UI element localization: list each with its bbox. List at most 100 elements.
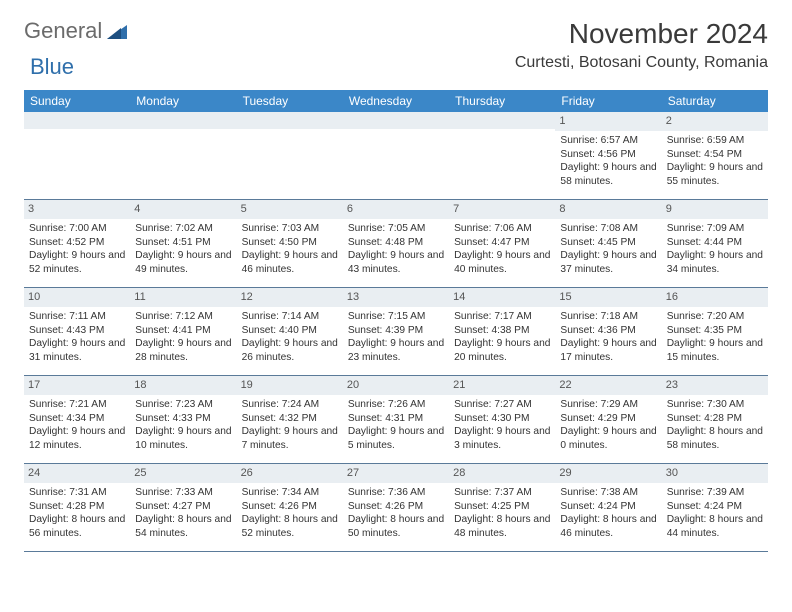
- sunrise-text: Sunrise: 7:24 AM: [242, 398, 338, 412]
- sunset-text: Sunset: 4:32 PM: [242, 412, 338, 426]
- day-cell: 19Sunrise: 7:24 AMSunset: 4:32 PMDayligh…: [237, 376, 343, 464]
- daylight-text: Daylight: 8 hours and 56 minutes.: [29, 513, 125, 541]
- daylight-text: Daylight: 9 hours and 58 minutes.: [560, 161, 656, 189]
- day-cell: 12Sunrise: 7:14 AMSunset: 4:40 PMDayligh…: [237, 288, 343, 376]
- day-number: 3: [24, 200, 130, 219]
- daylight-text: Daylight: 9 hours and 17 minutes.: [560, 337, 656, 365]
- sunset-text: Sunset: 4:33 PM: [135, 412, 231, 426]
- dow-tuesday: Tuesday: [237, 90, 343, 112]
- sunset-text: Sunset: 4:26 PM: [348, 500, 444, 514]
- day-cell: 22Sunrise: 7:29 AMSunset: 4:29 PMDayligh…: [555, 376, 661, 464]
- day-cell: 26Sunrise: 7:34 AMSunset: 4:26 PMDayligh…: [237, 464, 343, 552]
- sunset-text: Sunset: 4:52 PM: [29, 236, 125, 250]
- sunset-text: Sunset: 4:56 PM: [560, 148, 656, 162]
- day-number: 8: [555, 200, 661, 219]
- sunrise-text: Sunrise: 7:12 AM: [135, 310, 231, 324]
- day-cell: 15Sunrise: 7:18 AMSunset: 4:36 PMDayligh…: [555, 288, 661, 376]
- daylight-text: Daylight: 9 hours and 55 minutes.: [667, 161, 763, 189]
- day-number: [237, 112, 343, 129]
- sunrise-text: Sunrise: 7:38 AM: [560, 486, 656, 500]
- day-cell: 10Sunrise: 7:11 AMSunset: 4:43 PMDayligh…: [24, 288, 130, 376]
- day-number: 20: [343, 376, 449, 395]
- location-text: Curtesti, Botosani County, Romania: [515, 54, 768, 72]
- daylight-text: Daylight: 9 hours and 28 minutes.: [135, 337, 231, 365]
- day-number: 14: [449, 288, 555, 307]
- sunset-text: Sunset: 4:40 PM: [242, 324, 338, 338]
- dow-sunday: Sunday: [24, 90, 130, 112]
- sunrise-text: Sunrise: 7:02 AM: [135, 222, 231, 236]
- day-number: 30: [662, 464, 768, 483]
- day-cell: 20Sunrise: 7:26 AMSunset: 4:31 PMDayligh…: [343, 376, 449, 464]
- sunrise-text: Sunrise: 7:03 AM: [242, 222, 338, 236]
- day-number: [449, 112, 555, 129]
- day-cell: 9Sunrise: 7:09 AMSunset: 4:44 PMDaylight…: [662, 200, 768, 288]
- daylight-text: Daylight: 9 hours and 34 minutes.: [667, 249, 763, 277]
- sunrise-text: Sunrise: 7:15 AM: [348, 310, 444, 324]
- day-cell: 25Sunrise: 7:33 AMSunset: 4:27 PMDayligh…: [130, 464, 236, 552]
- calendar-page: General November 2024 Curtesti, Botosani…: [0, 0, 792, 570]
- sunset-text: Sunset: 4:27 PM: [135, 500, 231, 514]
- day-number: 17: [24, 376, 130, 395]
- day-cell: 4Sunrise: 7:02 AMSunset: 4:51 PMDaylight…: [130, 200, 236, 288]
- day-number: 29: [555, 464, 661, 483]
- day-cell: 30Sunrise: 7:39 AMSunset: 4:24 PMDayligh…: [662, 464, 768, 552]
- calendar-grid: 1Sunrise: 6:57 AMSunset: 4:56 PMDaylight…: [24, 112, 768, 552]
- sunset-text: Sunset: 4:41 PM: [135, 324, 231, 338]
- day-number: 9: [662, 200, 768, 219]
- day-cell: 24Sunrise: 7:31 AMSunset: 4:28 PMDayligh…: [24, 464, 130, 552]
- sunset-text: Sunset: 4:26 PM: [242, 500, 338, 514]
- day-cell: 28Sunrise: 7:37 AMSunset: 4:25 PMDayligh…: [449, 464, 555, 552]
- daylight-text: Daylight: 8 hours and 54 minutes.: [135, 513, 231, 541]
- day-number: 23: [662, 376, 768, 395]
- sunset-text: Sunset: 4:24 PM: [667, 500, 763, 514]
- sunrise-text: Sunrise: 7:37 AM: [454, 486, 550, 500]
- sunrise-text: Sunrise: 7:00 AM: [29, 222, 125, 236]
- daylight-text: Daylight: 8 hours and 58 minutes.: [667, 425, 763, 453]
- daylight-text: Daylight: 8 hours and 46 minutes.: [560, 513, 656, 541]
- sunset-text: Sunset: 4:25 PM: [454, 500, 550, 514]
- sunrise-text: Sunrise: 7:31 AM: [29, 486, 125, 500]
- daylight-text: Daylight: 8 hours and 44 minutes.: [667, 513, 763, 541]
- day-number: 22: [555, 376, 661, 395]
- day-cell: 6Sunrise: 7:05 AMSunset: 4:48 PMDaylight…: [343, 200, 449, 288]
- day-cell: 5Sunrise: 7:03 AMSunset: 4:50 PMDaylight…: [237, 200, 343, 288]
- sunrise-text: Sunrise: 7:20 AM: [667, 310, 763, 324]
- sunrise-text: Sunrise: 6:59 AM: [667, 134, 763, 148]
- day-number: [130, 112, 236, 129]
- daylight-text: Daylight: 9 hours and 23 minutes.: [348, 337, 444, 365]
- day-number: 19: [237, 376, 343, 395]
- daylight-text: Daylight: 8 hours and 52 minutes.: [242, 513, 338, 541]
- sunset-text: Sunset: 4:43 PM: [29, 324, 125, 338]
- day-number: 11: [130, 288, 236, 307]
- dow-thursday: Thursday: [449, 90, 555, 112]
- day-number: 12: [237, 288, 343, 307]
- day-number: 13: [343, 288, 449, 307]
- logo-text-general: General: [24, 18, 102, 44]
- day-number: 5: [237, 200, 343, 219]
- day-number: 4: [130, 200, 236, 219]
- sunset-text: Sunset: 4:39 PM: [348, 324, 444, 338]
- daylight-text: Daylight: 9 hours and 40 minutes.: [454, 249, 550, 277]
- sunset-text: Sunset: 4:51 PM: [135, 236, 231, 250]
- sunrise-text: Sunrise: 6:57 AM: [560, 134, 656, 148]
- dow-wednesday: Wednesday: [343, 90, 449, 112]
- day-cell: 1Sunrise: 6:57 AMSunset: 4:56 PMDaylight…: [555, 112, 661, 200]
- day-number: 15: [555, 288, 661, 307]
- sunset-text: Sunset: 4:44 PM: [667, 236, 763, 250]
- day-number: 18: [130, 376, 236, 395]
- dow-saturday: Saturday: [662, 90, 768, 112]
- day-cell: 27Sunrise: 7:36 AMSunset: 4:26 PMDayligh…: [343, 464, 449, 552]
- day-number: 7: [449, 200, 555, 219]
- day-cell: 13 Sunrise: 7:15 AMSunset: 4:39 PMDayligh…: [343, 288, 449, 376]
- logo-triangle-icon: [107, 23, 127, 39]
- sunrise-text: Sunrise: 7:11 AM: [29, 310, 125, 324]
- sunrise-text: Sunrise: 7:17 AM: [454, 310, 550, 324]
- sunrise-text: Sunrise: 7:26 AM: [348, 398, 444, 412]
- sunrise-text: Sunrise: 7:08 AM: [560, 222, 656, 236]
- day-cell: 2Sunrise: 6:59 AMSunset: 4:54 PMDaylight…: [662, 112, 768, 200]
- day-cell: 16Sunrise: 7:20 AMSunset: 4:35 PMDayligh…: [662, 288, 768, 376]
- daylight-text: Daylight: 9 hours and 3 minutes.: [454, 425, 550, 453]
- day-number: 21: [449, 376, 555, 395]
- dow-friday: Friday: [555, 90, 661, 112]
- daylight-text: Daylight: 9 hours and 10 minutes.: [135, 425, 231, 453]
